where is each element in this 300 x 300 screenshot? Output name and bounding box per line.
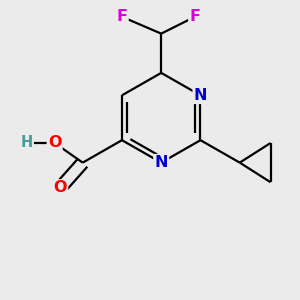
Text: N: N <box>194 88 207 103</box>
Text: F: F <box>189 9 200 24</box>
Text: H: H <box>20 136 33 151</box>
Text: O: O <box>53 180 67 195</box>
Text: O: O <box>48 136 61 151</box>
Text: F: F <box>116 9 128 24</box>
Text: N: N <box>154 155 168 170</box>
